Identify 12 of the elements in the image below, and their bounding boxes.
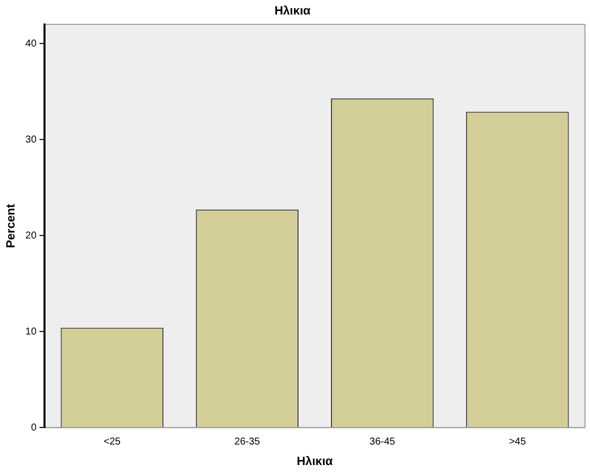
x-tick-label: 26-35 <box>234 436 260 448</box>
x-axis-title: Ηλικια <box>296 454 334 468</box>
y-tick-label: 0 <box>30 422 37 434</box>
x-tick-label: >45 <box>508 436 526 448</box>
chart-title: Ηλικια <box>274 4 312 18</box>
x-tick-label: 36-45 <box>370 436 396 448</box>
y-tick-label: 10 <box>25 326 37 338</box>
y-axis-title: Percent <box>4 204 18 248</box>
y-tick-label: 30 <box>25 134 37 146</box>
y-tick-label: 20 <box>25 230 37 242</box>
y-tick-label: 40 <box>25 38 37 50</box>
x-tick-label: <25 <box>104 436 121 448</box>
